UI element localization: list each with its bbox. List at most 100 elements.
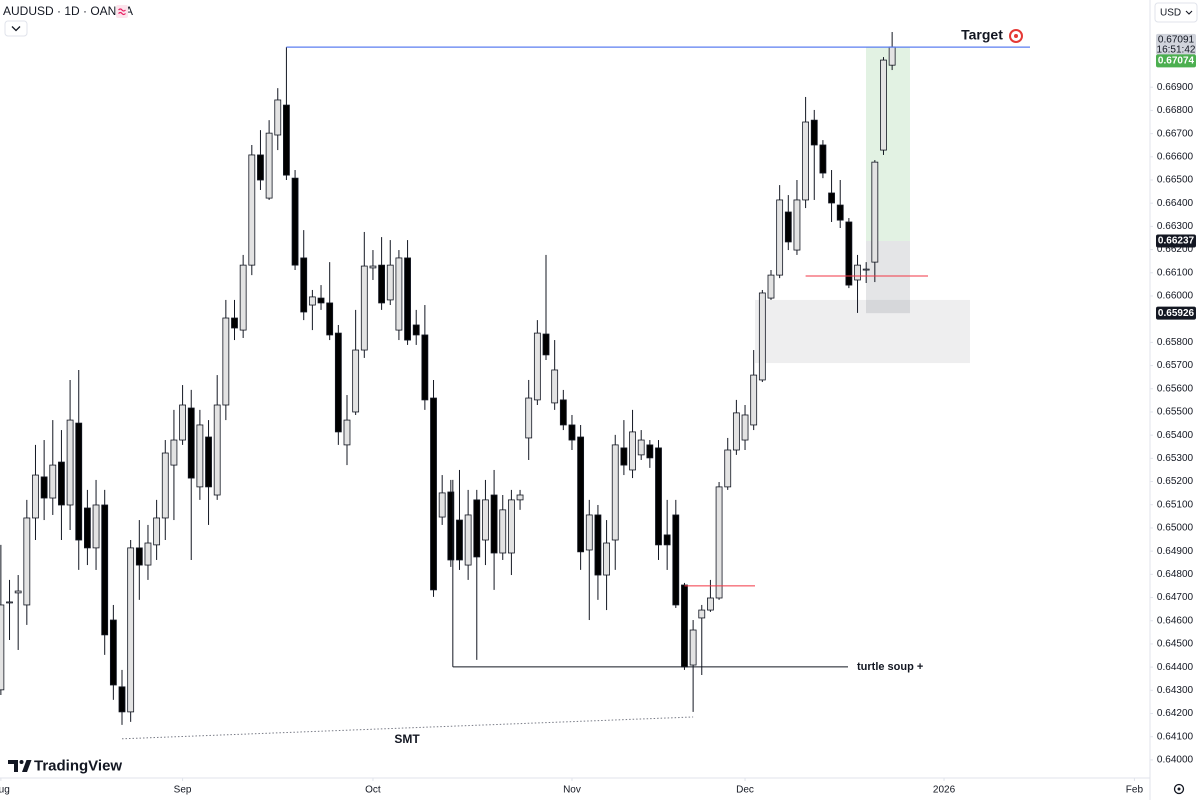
candle	[135, 520, 143, 600]
candle-body	[118, 686, 126, 713]
candle-body	[698, 609, 706, 619]
candle	[430, 379, 437, 597]
y-tick-label: 0.64500	[1157, 639, 1194, 650]
status-icon	[116, 5, 128, 18]
candle	[343, 395, 351, 466]
candle-body	[802, 121, 810, 201]
candle	[750, 350, 758, 431]
candle-body	[395, 257, 403, 331]
y-tick-label: 0.65100	[1157, 499, 1194, 510]
candle-body	[456, 519, 463, 561]
candle-body	[828, 192, 835, 204]
collapse-button[interactable]	[4, 20, 28, 37]
candle-body	[412, 324, 420, 336]
candle	[447, 479, 455, 567]
candle-body	[637, 439, 645, 456]
candle	[300, 230, 308, 321]
candle-body	[810, 119, 818, 146]
candle	[360, 231, 368, 358]
y-tick-label: 0.66400	[1157, 198, 1194, 209]
candle-body	[880, 59, 887, 151]
candle	[83, 489, 91, 566]
candle-body	[378, 264, 386, 304]
candle-body	[265, 132, 273, 199]
candle-body	[352, 349, 360, 413]
candle	[516, 489, 524, 510]
candle	[698, 604, 706, 676]
candle-body	[784, 211, 792, 243]
y-tick-label: 0.65300	[1157, 453, 1194, 464]
candle-body	[127, 547, 135, 713]
candle-body	[672, 514, 680, 606]
candle	[464, 489, 472, 580]
x-tick-label: Aug	[0, 785, 10, 796]
candle	[0, 544, 5, 695]
y-tick-label: 0.66000	[1157, 291, 1194, 302]
candle	[66, 379, 74, 531]
candle-body	[222, 317, 230, 406]
candle	[213, 375, 221, 500]
candle-body	[646, 444, 654, 459]
candle-body	[0, 604, 5, 691]
candle-body	[248, 154, 256, 266]
y-tick-label: 0.66300	[1157, 221, 1194, 232]
candle-body	[161, 452, 169, 519]
candle	[793, 180, 801, 255]
candle	[412, 309, 420, 345]
candle	[187, 389, 195, 560]
candle	[767, 270, 775, 300]
candle-body	[326, 302, 334, 336]
last-price-box	[1156, 54, 1196, 68]
currency-dropdown[interactable]: USD	[1154, 2, 1198, 23]
candle-body	[196, 424, 204, 488]
candle	[205, 420, 212, 525]
candle	[724, 437, 732, 490]
y-tick-label: 0.64900	[1157, 546, 1194, 557]
candle	[58, 430, 65, 541]
candle-body	[655, 447, 662, 546]
candle	[274, 88, 282, 151]
candle	[291, 170, 299, 271]
candle	[161, 440, 169, 541]
candle-body	[862, 268, 870, 271]
candle	[326, 262, 334, 341]
candle-body	[499, 509, 507, 554]
candle-body	[482, 499, 489, 541]
candle-body	[724, 449, 732, 488]
candle	[404, 240, 411, 345]
candle	[603, 520, 610, 611]
y-tick-label: 0.66200	[1157, 244, 1194, 255]
smt-line	[121, 716, 694, 740]
candle	[378, 237, 386, 310]
candle	[819, 140, 827, 179]
candle-body	[542, 333, 550, 356]
candle	[810, 109, 818, 200]
last-price-label: 0.67074	[1158, 56, 1195, 67]
candle-body	[430, 397, 437, 591]
candle	[732, 399, 740, 455]
candle-body	[300, 257, 308, 313]
candle-body	[317, 297, 325, 304]
candle-body	[525, 397, 533, 439]
candle-body	[92, 504, 100, 549]
candle	[525, 379, 533, 460]
candle-body	[888, 46, 896, 66]
candle	[144, 524, 152, 580]
candle	[32, 444, 39, 541]
candle-body	[438, 492, 446, 518]
candle	[421, 305, 429, 410]
candle	[369, 250, 377, 280]
candle-body	[32, 474, 39, 519]
x-tick-label: 2026	[933, 785, 956, 796]
settings-button[interactable]	[1173, 783, 1185, 795]
candle	[568, 414, 576, 451]
candle	[23, 499, 31, 625]
candle-body	[516, 494, 524, 501]
candle-body	[473, 499, 481, 558]
candle-body	[187, 407, 195, 479]
candle-body	[707, 597, 714, 611]
candle	[490, 469, 498, 590]
y-tick-label: 0.64100	[1157, 731, 1194, 742]
candle	[836, 180, 844, 229]
candle	[248, 144, 256, 276]
